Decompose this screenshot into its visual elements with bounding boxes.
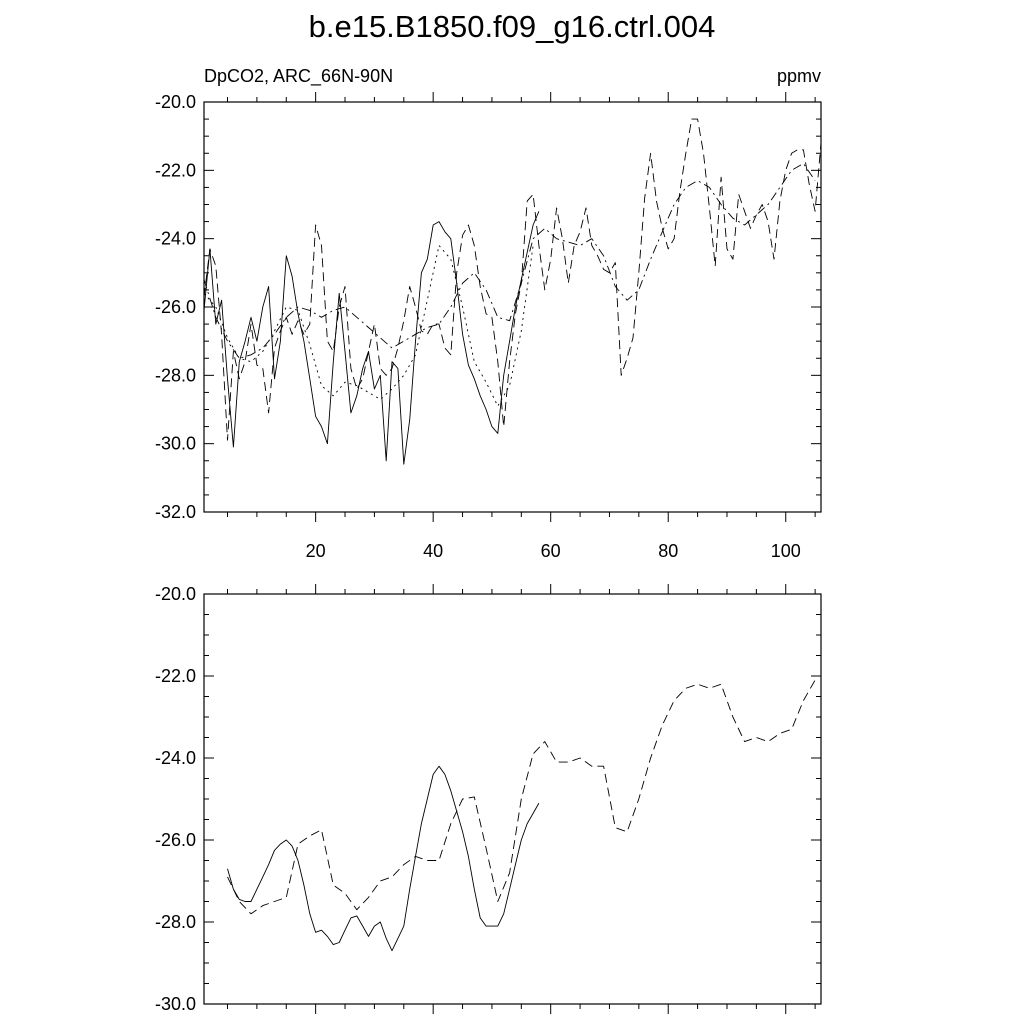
top-panel: DpCO2, ARC_66N-90N ppmv -32.0-30.0-28.0-… [155,66,822,561]
y-tick-label: -30.0 [155,434,196,454]
top-series [203,118,822,465]
series-line-dash-dot [203,163,816,359]
top-ticks [204,92,821,522]
bottom-plot-frame [203,593,822,1005]
x-tick-label: 60 [541,541,561,561]
y-tick-label: -30.0 [155,994,196,1014]
series-line-solid [203,211,540,465]
bottom-tick-labels: -30.0 -28.0 -26.0 -24.0 -22.0 -20.0 [155,584,196,1014]
y-tick-label: -28.0 [155,912,196,932]
top-subtitle-left: DpCO2, ARC_66N-90N [204,66,393,87]
y-tick-label: -24.0 [155,229,196,249]
series-line-dashed [227,679,816,915]
series-line-dashed [203,118,822,441]
y-tick-label: -22.0 [155,666,196,686]
y-tick-label: -22.0 [155,160,196,180]
y-tick-label: -26.0 [155,297,196,317]
x-tick-label: 100 [771,541,801,561]
x-tick-label: 40 [423,541,443,561]
top-subtitle-right: ppmv [777,66,821,86]
y-tick-label: -20.0 [155,92,196,112]
series-line-dotted [203,245,534,407]
x-tick-label: 80 [658,541,678,561]
bottom-panel: -30.0 -28.0 -26.0 -24.0 -22.0 -20.0 [155,584,822,1014]
y-tick-label: -26.0 [155,830,196,850]
top-tick-labels: -32.0 -30.0 -28.0 -26.0 -24.0 -22.0 -20.0 20 40 6… [155,92,801,561]
y-tick-label: -32.0 [155,502,196,522]
bottom-series [227,679,816,952]
y-tick-label: -28.0 [155,365,196,385]
y-tick-label: -24.0 [155,748,196,768]
y-tick-label: -20.0 [155,584,196,604]
bottom-ticks [204,584,821,1014]
series-line-solid [227,765,540,952]
x-tick-label: 20 [306,541,326,561]
chart-title: b.e15.B1850.f09_g16.ctrl.004 [309,9,716,44]
